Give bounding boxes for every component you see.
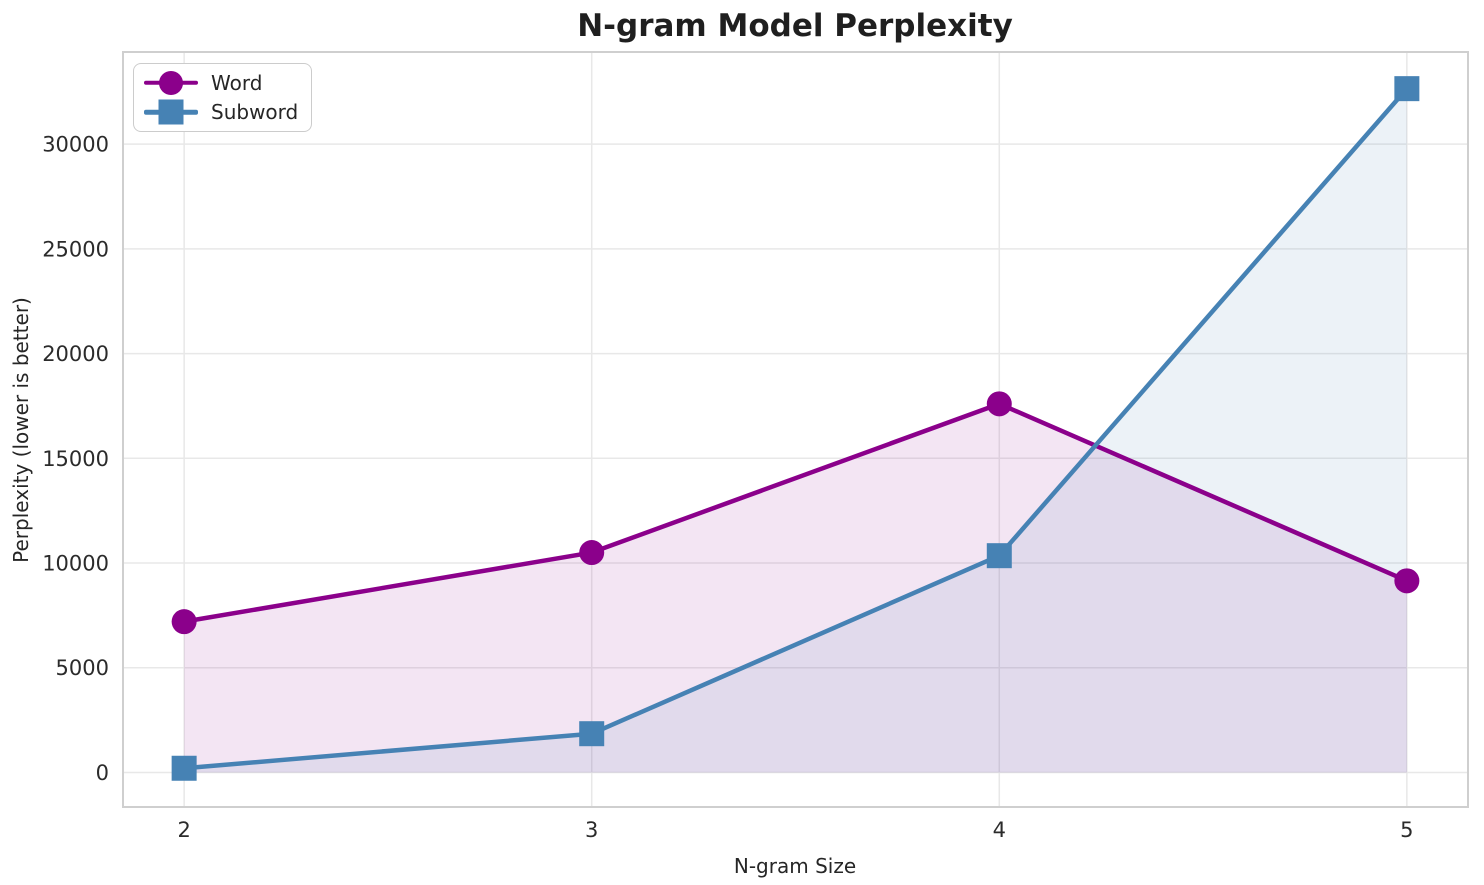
legend-label-subword: Subword — [211, 100, 299, 125]
line-word — [181, 401, 1410, 624]
area-fill-subword — [184, 88, 1407, 773]
y-tick-label: 5000 — [56, 656, 109, 680]
subword-data-point — [986, 543, 1012, 569]
word-circle-marker-icon — [159, 70, 183, 95]
word-data-point — [1394, 568, 1420, 594]
word-data-point — [986, 391, 1012, 417]
legend-item-subword: Subword — [144, 98, 299, 128]
legend-item-word: Word — [144, 68, 299, 98]
x-tick-label: 3 — [585, 818, 598, 842]
y-tick-label: 15000 — [42, 447, 109, 471]
x-tick-label: 5 — [1400, 818, 1413, 842]
y-tick-label: 25000 — [42, 237, 109, 261]
y-tick-label: 30000 — [42, 133, 109, 157]
plot-border — [122, 51, 1469, 808]
x-axis-label: N-gram Size — [733, 854, 857, 878]
x-tick-label: 4 — [993, 818, 1006, 842]
y-tick-label: 20000 — [42, 342, 109, 366]
area-fill-word — [184, 403, 1407, 773]
subword-data-point — [579, 721, 605, 747]
x-tick-label: 2 — [177, 818, 190, 842]
word-data-point — [171, 609, 197, 635]
y-tick-label: 10000 — [42, 552, 109, 576]
subword-square-marker-icon — [158, 99, 184, 125]
word-data-point — [579, 540, 605, 566]
line-subword — [181, 86, 1410, 771]
legend: Word Subword — [133, 63, 312, 132]
subword-data-point — [171, 755, 197, 781]
chart-title: N-gram Model Perplexity — [577, 8, 1013, 44]
word-legend-sample — [144, 69, 198, 97]
subword-legend-sample — [144, 98, 198, 126]
y-tick-label: 0 — [96, 761, 109, 785]
subword-data-point — [1394, 76, 1420, 102]
legend-label-word: Word — [211, 70, 263, 95]
